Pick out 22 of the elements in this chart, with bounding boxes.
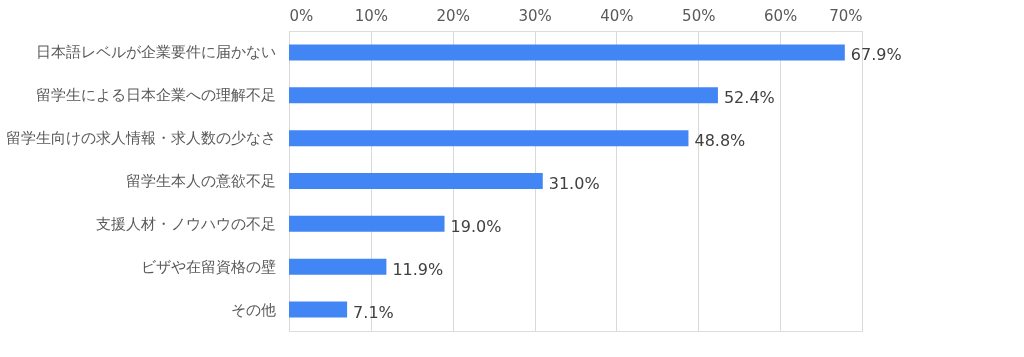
y-tick-label: 支援人材・ノウハウの不足	[95, 214, 276, 233]
x-tick-label: 60%	[763, 6, 798, 25]
x-tick-label: 10%	[354, 6, 389, 25]
x-tick-label: 20%	[436, 6, 470, 25]
y-tick-label: ビザや在留資格の壁	[140, 257, 276, 276]
x-tick-label: 0%	[289, 6, 314, 25]
data-label: 67.9%	[850, 45, 902, 65]
y-tick-label: その他	[230, 300, 276, 319]
data-label: 52.4%	[723, 88, 775, 108]
y-tick-label: 留学生による日本企業への理解不足	[35, 86, 276, 105]
data-label: 48.8%	[694, 131, 746, 151]
data-label: 7.1%	[353, 302, 394, 322]
x-tick-label: 30%	[518, 6, 552, 25]
y-tick-label: 留学生向けの求人情報・求人数の少なさ	[5, 129, 276, 148]
data-label: 11.9%	[392, 259, 444, 279]
x-tick-label: 40%	[600, 6, 634, 25]
y-tick-label: 留学生本人の意欲不足	[125, 172, 276, 190]
x-tick-label: 70%	[829, 6, 863, 25]
x-tick-label: 50%	[682, 6, 716, 25]
y-tick-label: 日本語レベルが企業要件に届かない	[35, 43, 276, 62]
data-label: 31.0%	[548, 174, 600, 193]
data-label: 19.0%	[450, 216, 502, 236]
